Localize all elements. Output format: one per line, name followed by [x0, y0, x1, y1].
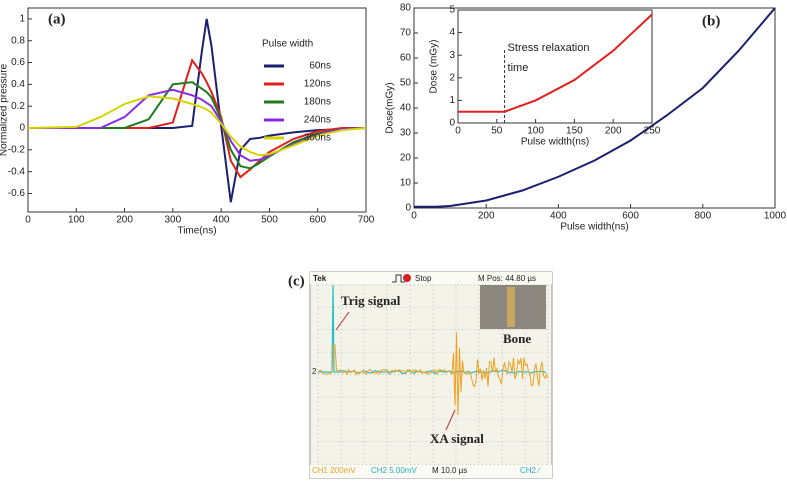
x-tick-label: 0 — [25, 215, 31, 226]
scope-bottom-bar — [310, 465, 552, 478]
data-line — [414, 7, 776, 208]
y-axis-label: Dose(mGy) — [385, 82, 396, 133]
x-tick-label: 400 — [213, 215, 230, 226]
x-tick-label: 700 — [358, 215, 375, 226]
y-tick-label: 1 — [19, 14, 25, 25]
x-axis-label: Pulse width(ns) — [560, 222, 628, 233]
chart: 0 50 100 150 200 250 0 1 2 3 4 5 Pulse width(ns) Dose… — [429, 5, 661, 148]
brand: Tek — [313, 274, 327, 283]
x-tick-label: 300 — [165, 215, 182, 226]
ch2-setting: CH2 5.00mV — [371, 466, 417, 475]
pulse-icon — [392, 274, 405, 283]
data-line — [27, 95, 367, 157]
y-tick-label: 5 — [449, 5, 455, 16]
y-axis-label: Dose (mGy) — [429, 40, 440, 94]
legend-label: 60ns — [309, 61, 331, 72]
y-tick-label: 0.6 — [11, 57, 25, 68]
x-axis-label: Time(ns) — [177, 226, 216, 237]
x-tick-label: 100 — [527, 126, 544, 137]
y-tick-label: 30 — [400, 128, 412, 139]
trig-arrow — [335, 311, 350, 331]
oscilloscope: Tek Stop M Pos: 44.80 µs Bone Trig signa… — [288, 271, 553, 479]
panel-label: (c) — [288, 273, 305, 289]
data-line — [28, 81, 367, 170]
y-tick-label: 20 — [400, 153, 412, 164]
x-tick-label: 100 — [68, 215, 85, 226]
legend-label: 120ns — [304, 79, 331, 90]
data-line — [28, 58, 366, 179]
x-tick-label: 200 — [116, 215, 133, 226]
run-state: Stop — [415, 274, 432, 283]
y-tick-label: 50 — [400, 78, 412, 89]
position: M Pos: 44.80 µs — [478, 274, 536, 283]
trigger-setting: CH2 ∕ — [520, 466, 541, 475]
y-tick-label: 0.8 — [11, 35, 25, 46]
bone-strip — [507, 287, 515, 327]
x-tick-label: 150 — [566, 126, 583, 137]
y-tick-label: 1 — [449, 95, 455, 106]
y-tick-label: 70 — [400, 28, 412, 39]
panel-label: (b) — [702, 13, 720, 29]
plot-frame — [457, 9, 653, 124]
x-tick-label: 600 — [309, 215, 326, 226]
xa-arrow — [445, 409, 456, 431]
y-tick-label: 0.4 — [11, 79, 25, 90]
y-tick-label: 3 — [449, 50, 455, 61]
x-tick-label: 200 — [478, 211, 495, 222]
panel-label: (a) — [48, 11, 66, 27]
x-tick-label: 800 — [694, 211, 711, 222]
chart: 0 100 200 300 400 500 600 700 -0.6 -0.4 -0.2 0 0.2 0.… — [0, 7, 375, 237]
legend-label: 180ns — [304, 97, 331, 108]
y-tick-label: 0 — [405, 203, 411, 214]
x-tick-label: 600 — [622, 211, 639, 222]
scope-top-bar — [310, 272, 552, 284]
y-tick-label: 4 — [449, 27, 455, 38]
annotation: time — [508, 62, 529, 74]
y-tick-label: 40 — [400, 103, 412, 114]
ch1-setting: CH1 200mV — [312, 466, 356, 475]
timebase: M 10.0 µs — [432, 466, 467, 475]
trig-label: Trig signal — [341, 293, 401, 308]
y-tick-label: -0.4 — [8, 166, 26, 177]
y-tick-label: -0.6 — [8, 188, 26, 199]
y-tick-label: 0 — [449, 118, 455, 129]
x-tick-label: 50 — [491, 126, 503, 137]
legend-title: Pulse width — [262, 39, 313, 50]
x-tick-label: 200 — [605, 126, 622, 137]
plot-frame — [27, 7, 367, 213]
y-tick-label: 0.2 — [11, 101, 25, 112]
x-axis-label: Pulse width(ns) — [521, 137, 589, 148]
x-tick-label: 400 — [550, 211, 567, 222]
y-tick-label: 2 — [449, 72, 455, 83]
channel-marker: 2 — [312, 367, 317, 376]
x-tick-label: 1000 — [764, 211, 787, 222]
x-tick-label: 250 — [644, 126, 661, 137]
y-tick-label: 10 — [400, 178, 412, 189]
ch1-trace — [317, 332, 549, 415]
sample-label: Bone — [503, 331, 531, 346]
x-tick-label: 0 — [455, 126, 461, 137]
x-tick-label: 0 — [411, 211, 417, 222]
stop-icon — [403, 274, 411, 282]
y-tick-label: 80 — [400, 3, 412, 14]
data-line — [458, 13, 653, 113]
y-axis-label: Normalized pressure — [0, 63, 10, 156]
legend-label: 240ns — [304, 115, 331, 126]
x-tick-label: 500 — [261, 215, 278, 226]
y-tick-label: -0.2 — [8, 144, 26, 155]
annotation: Stress relaxation — [508, 42, 590, 54]
y-tick-label: 0 — [19, 123, 25, 134]
legend-label: 300ns — [304, 133, 331, 144]
xa-label: XA signal — [430, 431, 484, 446]
y-tick-label: 60 — [400, 53, 412, 64]
